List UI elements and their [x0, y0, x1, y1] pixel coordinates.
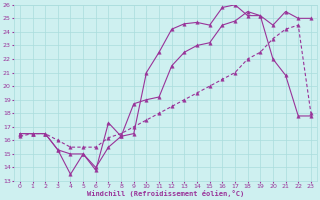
X-axis label: Windchill (Refroidissement éolien,°C): Windchill (Refroidissement éolien,°C) [87, 190, 244, 197]
